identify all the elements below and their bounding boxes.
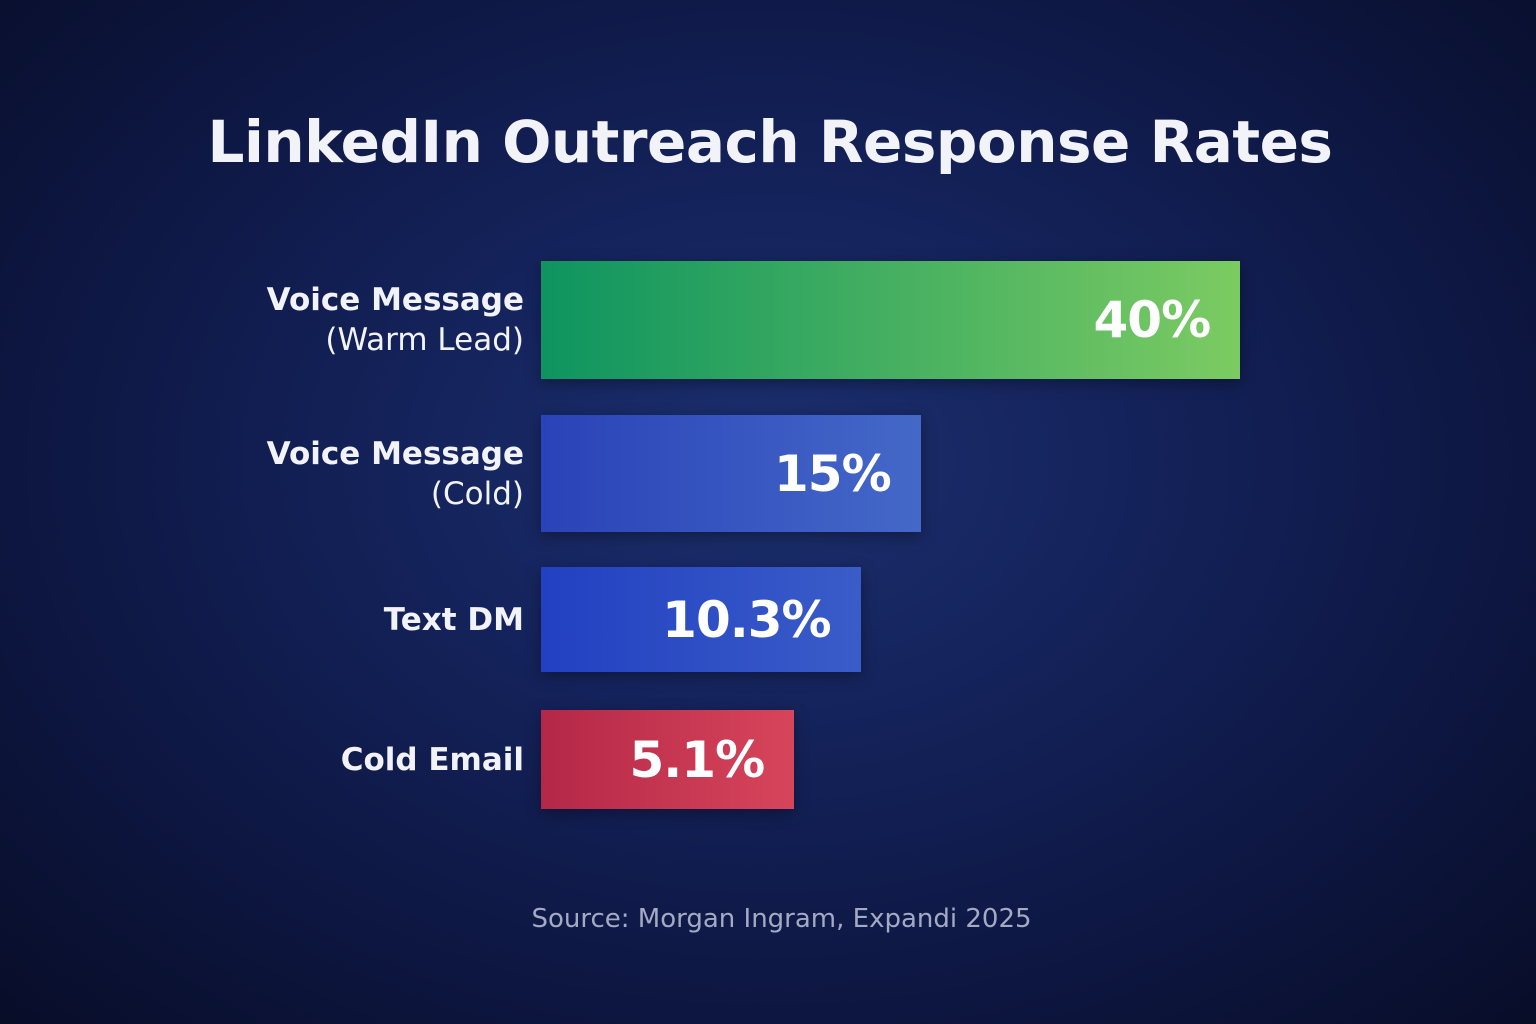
bar: 5.1%: [541, 710, 795, 809]
data-label: 40%: [1093, 291, 1212, 349]
category-label-line1: Voice Message: [266, 282, 524, 318]
data-label: 10.3%: [662, 590, 831, 649]
source-note: Source: Morgan Ingram, Expandi 2025: [531, 904, 1032, 934]
category-label: Voice Message (Cold): [267, 434, 524, 514]
category-label-line1: Voice Message: [266, 435, 524, 472]
bar: 15%: [541, 415, 921, 532]
chart-title: LinkedIn Outreach Response Rates: [207, 108, 1333, 176]
category-label-line2: (Warm Lead): [325, 322, 524, 358]
category-label-line1: Text DM: [383, 601, 524, 638]
bar: 40%: [541, 261, 1241, 379]
category-label: Cold Email: [341, 740, 524, 780]
category-label-line2: (Cold): [430, 475, 524, 512]
data-label: 5.1%: [629, 730, 766, 789]
category-label: Voice Message (Warm Lead): [267, 280, 524, 360]
category-label: Text DM: [384, 600, 524, 640]
data-label: 15%: [774, 444, 892, 503]
category-label-line1: Cold Email: [340, 741, 524, 778]
bar: 10.3%: [541, 567, 861, 672]
